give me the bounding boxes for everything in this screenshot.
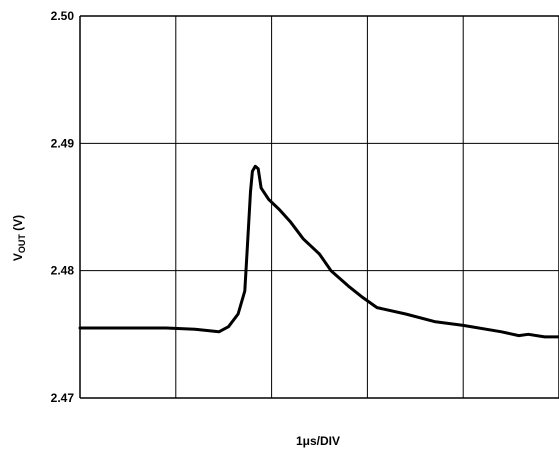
y-axis-label-subscript: OUT (17, 234, 27, 254)
plot-grid (79, 15, 559, 399)
x-axis-label: 1μs/DIV (296, 434, 340, 448)
y-tick-label: 2.48 (51, 264, 75, 278)
y-tick-label: 2.50 (51, 9, 75, 23)
y-tick-labels: 2.47 2.48 2.49 2.50 (51, 9, 75, 405)
y-axis-label-main: V (11, 253, 25, 261)
vout-series-line (78, 164, 559, 339)
y-axis-label-unit: (V) (11, 215, 25, 234)
y-tick-label: 2.47 (51, 391, 75, 405)
y-tick-label: 2.49 (51, 136, 75, 150)
y-axis-label: VOUT (V) (11, 215, 27, 261)
